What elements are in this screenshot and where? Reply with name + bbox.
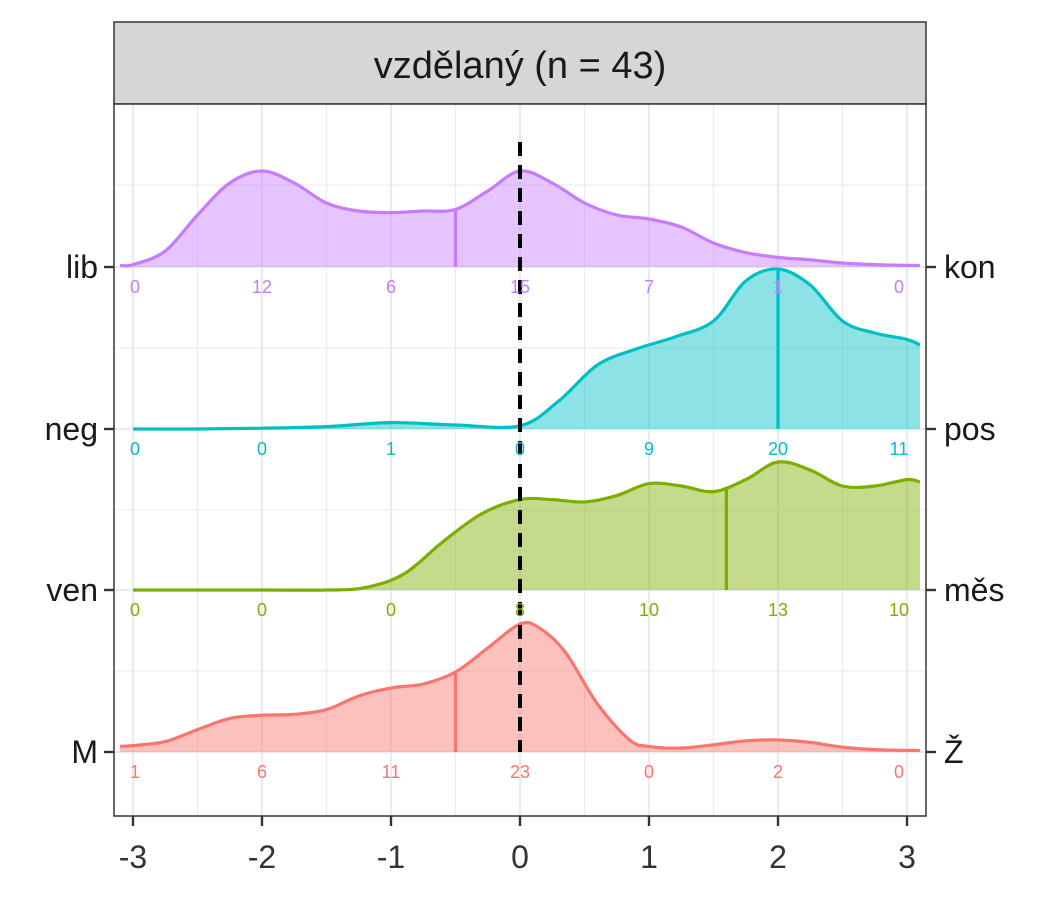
count-label: 0 bbox=[130, 277, 140, 297]
x-tick-label: 2 bbox=[769, 839, 787, 875]
density-line bbox=[132, 267, 921, 431]
chart-title: vzdělaný (n = 43) bbox=[374, 45, 667, 87]
count-label: 6 bbox=[257, 762, 267, 782]
density-area bbox=[120, 622, 920, 752]
count-label: 9 bbox=[644, 439, 654, 459]
count-label: 0 bbox=[515, 439, 525, 459]
y-label-left: lib bbox=[66, 249, 98, 285]
count-label: 1 bbox=[130, 762, 140, 782]
count-label: 0 bbox=[894, 277, 904, 297]
x-tick-label: 1 bbox=[640, 839, 658, 875]
x-tick-label: -1 bbox=[377, 839, 405, 875]
x-tick-label: 0 bbox=[511, 839, 529, 875]
count-label: 11 bbox=[382, 762, 401, 782]
count-label: 0 bbox=[130, 439, 140, 459]
y-label-right: pos bbox=[944, 411, 996, 447]
count-labels: 1 6 11 23 0 2 00 0 0 8 10 13 100 0 1 0 9 20 110 12 6 15 7 1 0 bbox=[130, 277, 909, 782]
count-label: 7 bbox=[644, 277, 654, 297]
y-label-left: ven bbox=[46, 572, 98, 608]
count-label: 0 bbox=[130, 600, 140, 620]
count-label: 12 bbox=[252, 277, 272, 297]
count-label: 10 bbox=[639, 600, 659, 620]
count-label: 0 bbox=[894, 762, 904, 782]
count-label: 2 bbox=[773, 762, 783, 782]
count-label: 1 bbox=[386, 439, 396, 459]
count-label: 13 bbox=[768, 600, 788, 620]
density-line bbox=[120, 620, 920, 753]
y-label-right: měs bbox=[944, 572, 1004, 608]
count-label: 8 bbox=[515, 600, 525, 620]
density-line bbox=[133, 460, 921, 592]
y-label-left: M bbox=[71, 734, 98, 770]
ridge-M-Ž bbox=[120, 620, 920, 753]
ridge-neg-pos bbox=[132, 267, 921, 431]
y-label-right: Ž bbox=[944, 734, 964, 770]
density-area bbox=[133, 268, 920, 430]
count-label: 11 bbox=[890, 439, 909, 459]
y-label-right: kon bbox=[944, 249, 996, 285]
y-label-left: neg bbox=[45, 411, 98, 447]
facet-strip bbox=[113, 21, 927, 105]
count-label: 0 bbox=[257, 439, 267, 459]
x-tick-label: -3 bbox=[119, 839, 147, 875]
count-label: 20 bbox=[768, 439, 788, 459]
count-label: 0 bbox=[644, 762, 654, 782]
count-label: 6 bbox=[386, 277, 396, 297]
count-label: 15 bbox=[510, 277, 530, 297]
ridge-ven-měs bbox=[133, 460, 921, 592]
density-area bbox=[133, 461, 920, 591]
count-label: 0 bbox=[257, 600, 267, 620]
count-label: 1 bbox=[773, 277, 783, 297]
x-tick-label: 3 bbox=[898, 839, 916, 875]
count-label: 0 bbox=[386, 600, 396, 620]
count-label: 23 bbox=[510, 762, 530, 782]
x-tick-label: -2 bbox=[248, 839, 276, 875]
count-label: 10 bbox=[889, 600, 909, 620]
